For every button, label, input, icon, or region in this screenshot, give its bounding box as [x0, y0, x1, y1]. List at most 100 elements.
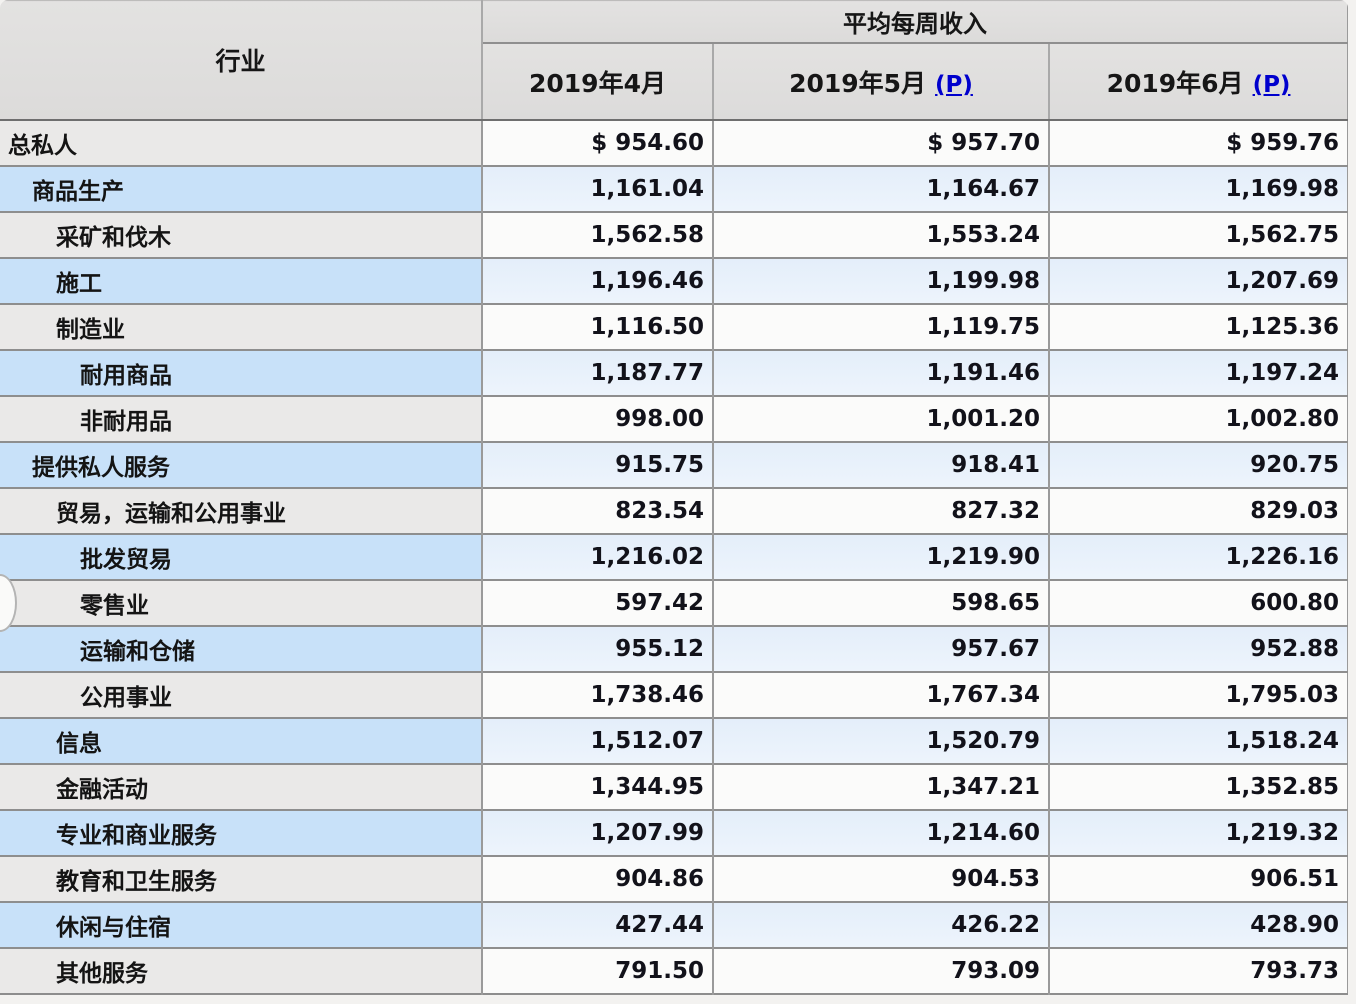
- earnings-value-cell: 598.65: [712, 579, 1049, 626]
- earnings-value-cell: 1,520.79: [712, 717, 1049, 764]
- earnings-value-cell: 1,795.03: [1047, 671, 1348, 718]
- column-header-2019-04: 2019年4月: [481, 43, 713, 121]
- earnings-value-cell: 1,161.04: [481, 165, 713, 212]
- earnings-value-cell: 600.80: [1047, 579, 1348, 626]
- industry-label: 公用事业: [0, 671, 482, 718]
- earnings-value-cell: 1,226.16: [1047, 533, 1348, 580]
- table-row: 专业和商业服务 1,207.99 1,214.60 1,219.32: [0, 809, 1348, 856]
- earnings-value-cell: 793.73: [1047, 947, 1348, 994]
- earnings-value-cell: 904.86: [481, 855, 713, 902]
- month-label: 2019年4月: [529, 68, 666, 98]
- earnings-value-cell: 920.75: [1047, 441, 1348, 488]
- column-header-2019-06: 2019年6月 (P): [1047, 43, 1348, 121]
- table-row: 金融活动 1,344.95 1,347.21 1,352.85: [0, 763, 1348, 810]
- industry-label: 金融活动: [0, 763, 482, 810]
- earnings-value-cell: 955.12: [481, 625, 713, 672]
- industry-label: 批发贸易: [0, 533, 482, 580]
- earnings-value-cell: 1,207.99: [481, 809, 713, 856]
- industry-label: 施工: [0, 257, 482, 304]
- industry-label: 专业和商业服务: [0, 809, 482, 856]
- table-row: 提供私人服务 915.75 918.41 920.75: [0, 441, 1348, 488]
- table-row: 休闲与住宿 427.44 426.22 428.90: [0, 901, 1348, 948]
- earnings-value-cell: 1,216.02: [481, 533, 713, 580]
- earnings-value-cell: 428.90: [1047, 901, 1348, 948]
- month-label: 2019年5月: [789, 68, 927, 98]
- table-row: 耐用商品 1,187.77 1,191.46 1,197.24: [0, 349, 1348, 396]
- earnings-value-cell: 952.88: [1047, 625, 1348, 672]
- earnings-value-cell: 918.41: [712, 441, 1049, 488]
- earnings-value-cell: 1,199.98: [712, 257, 1049, 304]
- table-row: 信息 1,512.07 1,520.79 1,518.24: [0, 717, 1348, 764]
- industry-label: 贸易，运输和公用事业: [0, 487, 482, 534]
- earnings-value-cell: 1,562.75: [1047, 211, 1348, 258]
- industry-label: 运输和仓储: [0, 625, 482, 672]
- table-row: 批发贸易 1,216.02 1,219.90 1,226.16: [0, 533, 1348, 580]
- earnings-value-cell: 1,562.58: [481, 211, 713, 258]
- earnings-value-cell: 791.50: [481, 947, 713, 994]
- earnings-value-cell: 906.51: [1047, 855, 1348, 902]
- earnings-value-cell: 1,344.95: [481, 763, 713, 810]
- earnings-value-cell: 426.22: [712, 901, 1049, 948]
- earnings-value-cell: 998.00: [481, 395, 713, 442]
- group-header-average-weekly-earnings: 平均每周收入: [482, 0, 1348, 44]
- earnings-value-cell: 1,512.07: [481, 717, 713, 764]
- table-row: 采矿和伐木 1,562.58 1,553.24 1,562.75: [0, 211, 1348, 258]
- preliminary-flag-link[interactable]: (P): [935, 71, 973, 98]
- earnings-value-cell: 1,347.21: [712, 763, 1049, 810]
- industry-label: 制造业: [0, 303, 482, 350]
- earnings-value-cell: 1,214.60: [712, 809, 1049, 856]
- industry-label: 休闲与住宿: [0, 901, 482, 948]
- table-row: 商品生产 1,161.04 1,164.67 1,169.98: [0, 165, 1348, 212]
- earnings-value-cell: 1,738.46: [481, 671, 713, 718]
- table-row: 非耐用品 998.00 1,001.20 1,002.80: [0, 395, 1348, 442]
- earnings-value-cell: 957.67: [712, 625, 1049, 672]
- earnings-value-cell: 915.75: [481, 441, 713, 488]
- earnings-value-cell: 1,352.85: [1047, 763, 1348, 810]
- industry-label: 非耐用品: [0, 395, 482, 442]
- table-row: 贸易，运输和公用事业 823.54 827.32 829.03: [0, 487, 1348, 534]
- table-row: 总私人 $ 954.60 $ 957.70 $ 959.76: [0, 119, 1348, 166]
- earnings-value-cell: 827.32: [712, 487, 1049, 534]
- earnings-value-cell: $ 954.60: [481, 119, 713, 166]
- table-row: 制造业 1,116.50 1,119.75 1,125.36: [0, 303, 1348, 350]
- industry-label: 信息: [0, 717, 482, 764]
- earnings-value-cell: 904.53: [712, 855, 1049, 902]
- earnings-value-cell: 829.03: [1047, 487, 1348, 534]
- earnings-value-cell: 1,518.24: [1047, 717, 1348, 764]
- earnings-value-cell: 1,116.50: [481, 303, 713, 350]
- earnings-value-cell: 1,001.20: [712, 395, 1049, 442]
- industry-label: 其他服务: [0, 947, 482, 994]
- industry-label: 提供私人服务: [0, 441, 482, 488]
- industry-label: 采矿和伐木: [0, 211, 482, 258]
- earnings-value-cell: 1,187.77: [481, 349, 713, 396]
- preliminary-flag-link[interactable]: (P): [1252, 71, 1291, 98]
- earnings-value-cell: 1,767.34: [712, 671, 1049, 718]
- column-header-2019-05: 2019年5月 (P): [712, 43, 1049, 121]
- industry-column-header: 行业: [0, 0, 483, 121]
- industry-label: 教育和卫生服务: [0, 855, 482, 902]
- earnings-value-cell: 1,553.24: [712, 211, 1049, 258]
- earnings-value-cell: 1,219.32: [1047, 809, 1348, 856]
- table-row: 运输和仓储 955.12 957.67 952.88: [0, 625, 1348, 672]
- table-row: 其他服务 791.50 793.09 793.73: [0, 947, 1348, 994]
- earnings-value-cell: 1,196.46: [481, 257, 713, 304]
- earnings-value-cell: 1,191.46: [712, 349, 1049, 396]
- earnings-value-cell: 427.44: [481, 901, 713, 948]
- earnings-value-cell: 793.09: [712, 947, 1049, 994]
- table-body: 总私人 $ 954.60 $ 957.70 $ 959.76 商品生产 1,161.04 1…: [0, 119, 1348, 994]
- earnings-value-cell: 1,207.69: [1047, 257, 1348, 304]
- earnings-value-cell: $ 959.76: [1047, 119, 1348, 166]
- table-row: 公用事业 1,738.46 1,767.34 1,795.03: [0, 671, 1348, 718]
- table-row: 教育和卫生服务 904.86 904.53 906.51: [0, 855, 1348, 902]
- table-row: 施工 1,196.46 1,199.98 1,207.69: [0, 257, 1348, 304]
- earnings-value-cell: 823.54: [481, 487, 713, 534]
- industry-label: 商品生产: [0, 165, 482, 212]
- industry-label: 零售业: [0, 579, 482, 626]
- earnings-value-cell: 1,002.80: [1047, 395, 1348, 442]
- earnings-value-cell: 1,119.75: [712, 303, 1049, 350]
- table-row: 零售业 597.42 598.65 600.80: [0, 579, 1348, 626]
- month-label: 2019年6月: [1106, 68, 1244, 98]
- earnings-value-cell: 1,164.67: [712, 165, 1049, 212]
